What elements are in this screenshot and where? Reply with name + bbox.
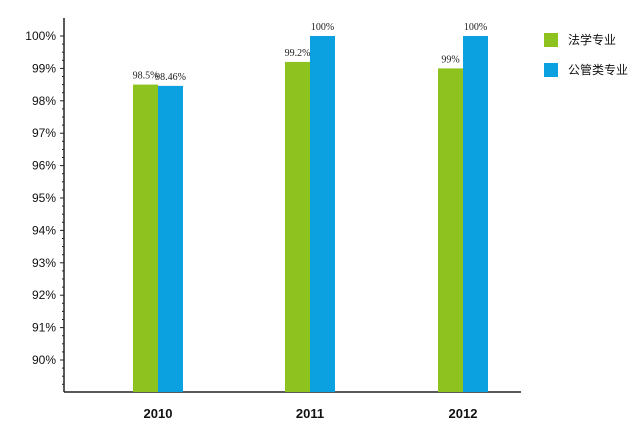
data-label: 98.5% bbox=[133, 71, 159, 82]
y-tick-label: 99% bbox=[32, 61, 56, 75]
x-tick-label: 2011 bbox=[296, 406, 324, 421]
bars bbox=[133, 36, 488, 393]
data-label: 99.2% bbox=[285, 48, 311, 59]
bar bbox=[158, 85, 183, 393]
y-tick-label: 98% bbox=[32, 94, 56, 108]
data-labels: 98.5%98.46% 99.2% 100% 99% 100% bbox=[133, 22, 488, 83]
y-tick-label: 94% bbox=[32, 223, 56, 237]
y-tick-label: 93% bbox=[32, 256, 56, 270]
y-tick-label: 97% bbox=[32, 126, 56, 140]
legend-label: 公管类专业 bbox=[568, 62, 628, 77]
data-label: 100% bbox=[311, 22, 334, 33]
bar bbox=[463, 36, 488, 392]
data-label: 100% bbox=[464, 22, 487, 33]
bar bbox=[310, 36, 335, 392]
bar bbox=[285, 61, 310, 393]
data-label: 99% bbox=[441, 54, 459, 65]
x-tick-label: 2012 bbox=[449, 406, 478, 421]
bar bbox=[438, 68, 463, 393]
y-tick-label: 95% bbox=[32, 191, 56, 205]
legend-label: 法学专业 bbox=[568, 32, 616, 47]
legend-swatch bbox=[544, 33, 558, 47]
y-tick-label: 100% bbox=[25, 29, 56, 43]
y-tick-label: 90% bbox=[32, 353, 56, 367]
x-tick-label: 2010 bbox=[144, 406, 173, 421]
y-tick-label: 96% bbox=[32, 159, 56, 173]
y-tick-label: 92% bbox=[32, 288, 56, 302]
bar bbox=[133, 84, 158, 392]
y-tick-label: 91% bbox=[32, 321, 56, 335]
legend-swatch bbox=[544, 63, 558, 77]
data-label: 98.46% bbox=[155, 72, 186, 83]
